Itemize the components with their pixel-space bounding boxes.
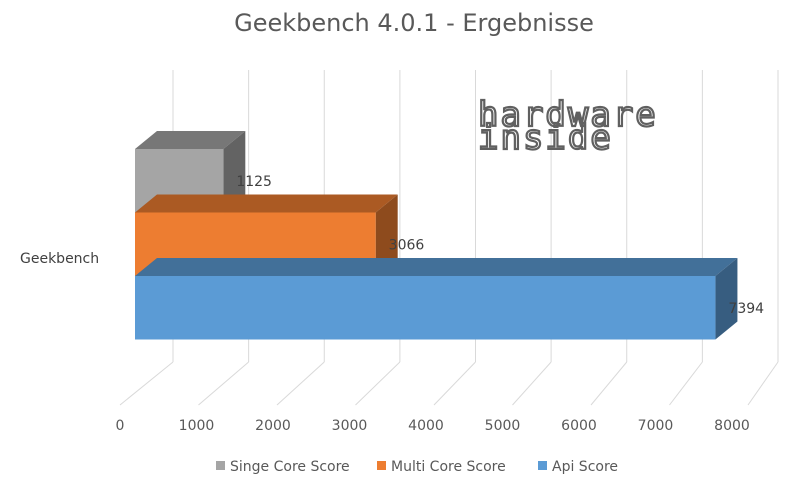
bar-front-face xyxy=(135,276,716,340)
watermark-line-2: inside xyxy=(478,118,613,158)
legend-swatch xyxy=(216,461,225,470)
x-tick-label: 4000 xyxy=(408,418,444,434)
data-label-api-score: 7394 xyxy=(728,301,764,317)
bar-side-face xyxy=(223,131,246,213)
x-tick-label: 6000 xyxy=(561,418,597,434)
category-axis: Geekbench xyxy=(20,251,99,267)
floor-line-0 xyxy=(119,361,174,406)
floor-line-5000 xyxy=(512,361,552,406)
data-label-multi-core-score: 3066 xyxy=(389,238,425,254)
x-tick-label: 2000 xyxy=(255,418,291,434)
legend-item-api-score: Api Score xyxy=(538,459,618,475)
legend-item-singe-core-score: Singe Core Score xyxy=(216,459,350,475)
floor-lines xyxy=(119,361,779,406)
floor-line-6000 xyxy=(590,361,628,406)
legend: Singe Core Score Multi Core Score Api Scor… xyxy=(216,459,618,475)
bar-side-face xyxy=(715,258,738,340)
x-tick-label: 3000 xyxy=(332,418,368,434)
x-tick-label: 7000 xyxy=(638,418,674,434)
bar-top-face xyxy=(135,131,246,149)
floor-line-3000 xyxy=(355,361,401,406)
x-tick-label: 8000 xyxy=(714,418,750,434)
floor-line-1000 xyxy=(198,361,249,406)
legend-label: Multi Core Score xyxy=(391,459,506,475)
chart-title: Geekbench 4.0.1 - Ergebnisse xyxy=(234,9,594,37)
x-axis-ticks: 0 1000 2000 3000 4000 5000 6000 7000 8000 xyxy=(116,418,750,434)
bar-top-face xyxy=(135,194,398,213)
bar-top-face xyxy=(135,258,738,276)
x-tick-label: 1000 xyxy=(179,418,215,434)
floor-line-2000 xyxy=(276,361,325,406)
hardware-inside-logo: hardware inside xyxy=(477,94,658,159)
watermark-line-1: hardware xyxy=(478,95,658,135)
bars xyxy=(135,131,738,340)
floor-line-8000 xyxy=(747,361,779,406)
floor-line-4000 xyxy=(433,361,476,406)
legend-label: Api Score xyxy=(552,459,618,475)
bar-side-face xyxy=(375,194,398,276)
floor-line-7000 xyxy=(669,361,703,406)
data-label-singe-core-score: 1125 xyxy=(236,174,272,190)
legend-label: Singe Core Score xyxy=(230,459,350,475)
bar-api-score xyxy=(135,258,738,340)
data-labels: 1125 3066 7394 xyxy=(236,174,764,317)
x-tick-label: 5000 xyxy=(485,418,521,434)
category-label: Geekbench xyxy=(20,251,99,267)
legend-item-multi-core-score: Multi Core Score xyxy=(377,459,506,475)
gridlines xyxy=(172,70,779,362)
legend-swatch xyxy=(377,461,386,470)
x-tick-label: 0 xyxy=(116,418,125,434)
legend-swatch xyxy=(538,461,547,470)
